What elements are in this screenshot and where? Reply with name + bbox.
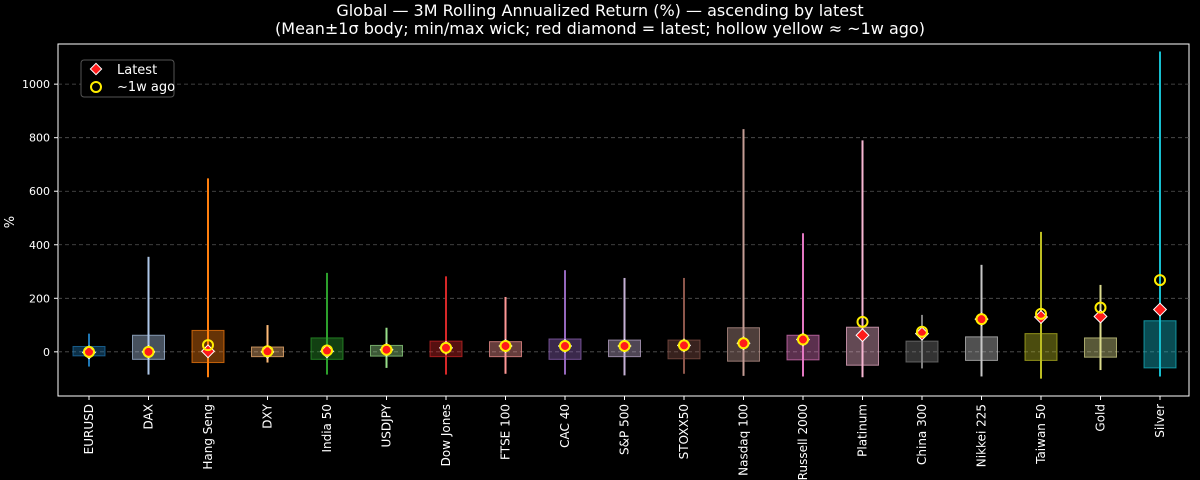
series-ftse-100 bbox=[489, 296, 522, 374]
x-tick-label: Gold bbox=[1094, 404, 1108, 432]
week-ago-marker bbox=[202, 339, 214, 352]
x-tick-label: India 50 bbox=[320, 404, 334, 453]
y-axis-label: % bbox=[3, 216, 18, 228]
x-tick-label: FTSE 100 bbox=[499, 404, 513, 460]
latest-marker bbox=[1093, 309, 1108, 324]
x-tick-label: Silver bbox=[1153, 404, 1167, 438]
x-tick-label: DAX bbox=[142, 404, 156, 429]
week-ago-marker bbox=[440, 341, 452, 354]
x-tick-label: Dow Jones bbox=[439, 404, 453, 466]
x-axis: EURUSD DAX Hang Seng DXY India 50 USDJPY Dow J… bbox=[82, 396, 1167, 480]
week-ago-marker bbox=[559, 339, 571, 352]
x-tick-label: S&P 500 bbox=[618, 404, 632, 455]
sd-body bbox=[1024, 333, 1058, 361]
week-ago-marker bbox=[321, 344, 333, 357]
week-ago-marker bbox=[83, 345, 95, 358]
legend-week-ago-marker bbox=[90, 81, 102, 93]
x-tick-label: Hang Seng bbox=[201, 404, 215, 470]
week-ago-marker bbox=[1094, 301, 1107, 314]
x-tick-label: STOXX50 bbox=[677, 404, 691, 459]
week-ago-marker bbox=[916, 325, 928, 338]
week-ago-marker bbox=[975, 313, 988, 326]
sd-body bbox=[905, 340, 939, 363]
week-ago-marker bbox=[1035, 307, 1047, 320]
week-ago-marker bbox=[380, 343, 393, 356]
latest-marker bbox=[1033, 309, 1049, 325]
series-gold bbox=[1084, 284, 1117, 371]
series-silver bbox=[1143, 51, 1177, 377]
x-tick-label: Russell 2000 bbox=[796, 404, 810, 480]
x-tick-label: Platinum bbox=[856, 404, 870, 457]
x-tick-label: China 300 bbox=[915, 404, 929, 465]
y-tick-label: 800 bbox=[29, 132, 50, 145]
week-ago-marker bbox=[797, 333, 809, 346]
chart-title: Global — 3M Rolling Annualized Return (%… bbox=[336, 1, 864, 20]
y-tick-label: 600 bbox=[29, 185, 50, 198]
week-ago-marker bbox=[737, 337, 750, 350]
series-nikkei-225 bbox=[965, 264, 998, 377]
week-ago-marker bbox=[499, 339, 512, 352]
y-tick-label: 400 bbox=[29, 239, 50, 252]
x-tick-label: Nikkei 225 bbox=[975, 404, 989, 467]
series-dxy bbox=[251, 325, 284, 363]
sd-body bbox=[965, 336, 998, 361]
x-tick-label: EURUSD bbox=[82, 404, 96, 454]
legend-week-ago-label: ~1w ago bbox=[117, 80, 175, 95]
y-tick-label: 200 bbox=[29, 292, 50, 305]
week-ago-marker bbox=[618, 339, 631, 352]
legend-box bbox=[80, 59, 175, 98]
series-taiwan-50 bbox=[1024, 231, 1058, 379]
x-tick-label: Nasdaq 100 bbox=[737, 404, 751, 476]
x-tick-label: DXY bbox=[261, 403, 275, 428]
series-stoxx50 bbox=[667, 277, 701, 374]
series-eurusd bbox=[72, 333, 106, 367]
week-ago-marker bbox=[1154, 274, 1166, 287]
series-dow-jones bbox=[429, 276, 463, 375]
series-platinum bbox=[846, 140, 879, 378]
legend-latest-marker bbox=[89, 62, 103, 76]
y-axis: 0 200 400 600 800 1000 bbox=[22, 78, 58, 359]
series-dax bbox=[132, 256, 165, 375]
week-ago-marker bbox=[261, 345, 274, 358]
series-hang-seng bbox=[191, 178, 225, 378]
series-layer bbox=[72, 51, 1177, 379]
x-tick-label: CAC 40 bbox=[558, 404, 572, 448]
y-tick-label: 1000 bbox=[22, 78, 50, 91]
series-china-300 bbox=[905, 314, 939, 369]
x-tick-label: USDJPY bbox=[380, 403, 394, 447]
legend-latest-label: Latest bbox=[117, 63, 157, 78]
x-tick-label: Taiwan 50 bbox=[1034, 404, 1048, 465]
series-india-50 bbox=[310, 272, 344, 375]
latest-marker bbox=[1152, 302, 1168, 317]
series-s-p-500 bbox=[608, 277, 641, 376]
plot-frame bbox=[57, 43, 1190, 397]
week-ago-marker bbox=[856, 315, 869, 328]
series-cac-40 bbox=[548, 270, 582, 375]
sd-body bbox=[1084, 337, 1117, 358]
sd-body bbox=[1143, 320, 1177, 369]
y-tick-label: 0 bbox=[43, 346, 50, 359]
chart-subtitle: (Mean±1σ body; min/max wick; red diamond… bbox=[275, 19, 925, 38]
series-nasdaq-100 bbox=[727, 129, 760, 376]
week-ago-marker bbox=[142, 345, 155, 358]
legend: Latest ~1w ago bbox=[80, 59, 175, 98]
latest-marker bbox=[855, 328, 870, 343]
series-russell-2000 bbox=[786, 233, 820, 377]
series-usdjpy bbox=[370, 327, 403, 368]
week-ago-marker bbox=[678, 339, 690, 352]
